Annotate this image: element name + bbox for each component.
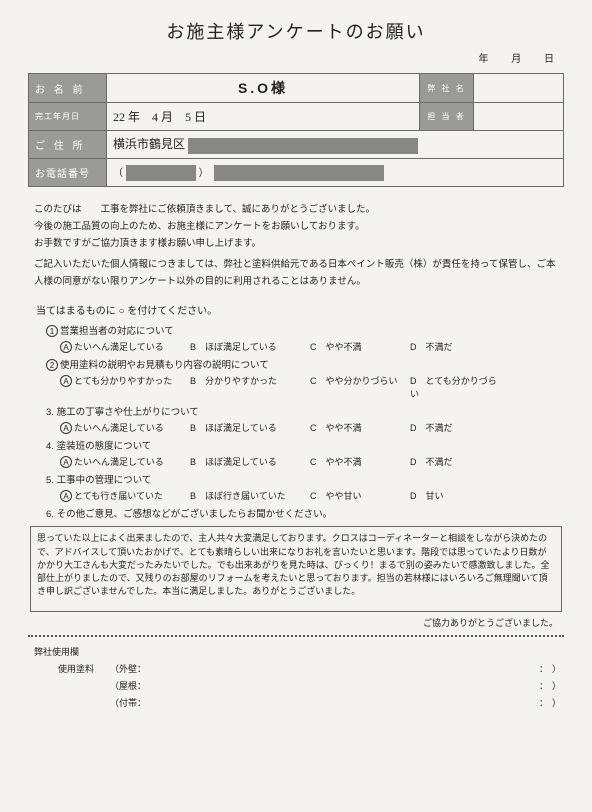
- q2-opt-d: D とても分かりづらい: [410, 374, 500, 400]
- completion-label: 完工年月日: [29, 103, 107, 131]
- q1-opt-d: D 不満だ: [410, 340, 500, 353]
- q5-num: 5.: [46, 475, 54, 486]
- staff-value: [474, 103, 564, 131]
- q4-opt-a: たいへん満足している: [74, 457, 164, 467]
- q5-opt-a: とても行き届いていた: [74, 491, 163, 501]
- q3-opt-c: C やや不満: [310, 421, 410, 434]
- questions-block: 1営業担当者の対応について Aたいへん満足している B ほぼ満足している C や…: [46, 323, 564, 520]
- q1-answer-a-circle: A: [60, 341, 72, 353]
- q5-answer-a-circle: A: [60, 490, 72, 502]
- office-roof-row: （屋根： ： ）: [58, 679, 564, 692]
- dotted-divider: [28, 635, 564, 637]
- name-label: お 名 前: [29, 74, 107, 103]
- q2-options: Aとても分かりやすかった B 分かりやすかった C やや分かりづらい D とても…: [60, 374, 564, 400]
- q2-title: 2使用塗料の説明やお見積もり内容の説明について: [46, 357, 564, 371]
- q1-options: Aたいへん満足している B ほぼ満足している C やや不満 D 不満だ: [60, 340, 564, 353]
- q1-text: 営業担当者の対応について: [60, 326, 174, 337]
- q3-opt-a: たいへん満足している: [74, 423, 164, 433]
- q5-opt-d: D 甘い: [410, 489, 500, 502]
- roof-label: （屋根：: [110, 679, 148, 692]
- q4-options: Aたいへん満足している B ほぼ満足している C やや不満 D 不満だ: [60, 455, 564, 468]
- phone-value: （ ）: [107, 159, 564, 187]
- q5-opt-b: B ほぼ行き届いていた: [190, 489, 310, 502]
- phone-redaction-1: [126, 165, 196, 181]
- q4-num: 4.: [46, 441, 54, 452]
- address-label: ご 住 所: [29, 131, 107, 159]
- paint-label: 使用塗料: [58, 662, 110, 675]
- paren-left: （: [113, 168, 123, 179]
- office-extra-row: （付帯： ： ）: [58, 696, 564, 709]
- privacy-note: ご記入いただいた個人情報につきましては、弊社と塗料供給元である日本ペイント販売（…: [34, 256, 564, 290]
- q3-title: 3. 施工の丁寧さや仕上がりについて: [46, 404, 564, 418]
- questions-header: 当てはまるものに ○ を付けてください。: [36, 302, 564, 317]
- company-label: 弊 社 名: [420, 74, 474, 103]
- q3-opt-b: B ほぼ満足している: [190, 421, 310, 434]
- q5-text: 工事中の管理について: [57, 475, 152, 486]
- office-header: 弊社使用欄: [34, 645, 564, 658]
- q4-answer-a-circle: A: [60, 456, 72, 468]
- q2-text: 使用塗料の説明やお見積もり内容の説明について: [60, 360, 269, 371]
- q3-answer-a-circle: A: [60, 422, 72, 434]
- q5-title: 5. 工事中の管理について: [46, 472, 564, 486]
- wall-label: （外壁：: [110, 662, 148, 675]
- info-table: お 名 前 S.O様 弊 社 名 完工年月日 22 年 4 月 5 日 担 当 …: [28, 73, 564, 187]
- q6-title: 6. その他ご意見、ご感想などがございましたらお聞かせください。: [46, 506, 564, 520]
- q1-opt-b: B ほぼ満足している: [190, 340, 310, 353]
- q5-options: Aとても行き届いていた B ほぼ行き届いていた C やや甘い D 甘い: [60, 489, 564, 502]
- office-wall-row: 使用塗料 （外壁： ： ）: [58, 662, 564, 675]
- q3-num: 3.: [46, 407, 54, 418]
- q1-opt-c: C やや不満: [310, 340, 410, 353]
- day-label: 日: [544, 54, 554, 65]
- phone-label: お電話番号: [29, 159, 107, 187]
- completion-value: 22 年 4 月 5 日: [107, 103, 420, 131]
- q5-opt-c: C やや甘い: [310, 489, 410, 502]
- q2-answer-a-circle: A: [60, 375, 72, 387]
- q3-options: Aたいへん満足している B ほぼ満足している C やや不満 D 不満だ: [60, 421, 564, 434]
- q1-opt-a: たいへん満足している: [74, 342, 164, 352]
- q1-num: 1: [46, 325, 58, 337]
- close-paren-2: ）: [552, 679, 564, 692]
- q2-opt-c: C やや分かりづらい: [310, 374, 410, 400]
- q4-opt-c: C やや不満: [310, 455, 410, 468]
- intro-line-1: このたびは 工事を弊社にご依頼頂きまして、誠にありがとうございました。: [34, 201, 564, 218]
- extra-label: （付帯：: [110, 696, 148, 709]
- name-value: S.O様: [107, 74, 420, 103]
- q3-text: 施工の丁寧さや仕上がりについて: [57, 407, 199, 418]
- company-value: [474, 74, 564, 103]
- intro-line-3: お手数ですがご協力頂きます様お願い申し上げます。: [34, 235, 564, 252]
- q2-num: 2: [46, 359, 58, 371]
- q2-opt-b: B 分かりやすかった: [190, 374, 310, 400]
- intro-text: このたびは 工事を弊社にご依頼頂きまして、誠にありがとうございました。 今後の施…: [28, 201, 564, 290]
- close-paren-3: ）: [552, 696, 564, 709]
- comment-box: 思っていた以上によく出来ましたので、主人共々大変満足しております。クロスはコーデ…: [30, 526, 562, 612]
- q6-num: 6.: [46, 509, 54, 520]
- date-blank: 年 月 日: [28, 50, 564, 65]
- q2-opt-a: とても分かりやすかった: [74, 376, 172, 386]
- q4-title: 4. 塗装班の態度について: [46, 438, 564, 452]
- address-redaction: [188, 138, 418, 154]
- address-text: 横浜市鶴見区: [113, 137, 185, 151]
- q3-opt-d: D 不満だ: [410, 421, 500, 434]
- q4-text: 塗装班の態度について: [57, 441, 152, 452]
- phone-redaction-2: [214, 165, 384, 181]
- thanks-text: ご協力ありがとうございました。: [28, 616, 558, 629]
- close-paren: ）: [552, 662, 564, 675]
- staff-label: 担 当 者: [420, 103, 474, 131]
- month-label: 月: [511, 54, 521, 65]
- paren-right: ）: [199, 168, 209, 179]
- page-title: お施主様アンケートのお願い: [28, 18, 564, 44]
- year-label: 年: [478, 54, 488, 65]
- intro-line-2: 今後の施工品質の向上のため、お施主様にアンケートをお願いしております。: [34, 218, 564, 235]
- address-value: 横浜市鶴見区: [107, 131, 564, 159]
- q4-opt-d: D 不満だ: [410, 455, 500, 468]
- q1-title: 1営業担当者の対応について: [46, 323, 564, 337]
- q6-text: その他ご意見、ご感想などがございましたらお聞かせください。: [57, 509, 333, 520]
- q4-opt-b: B ほぼ満足している: [190, 455, 310, 468]
